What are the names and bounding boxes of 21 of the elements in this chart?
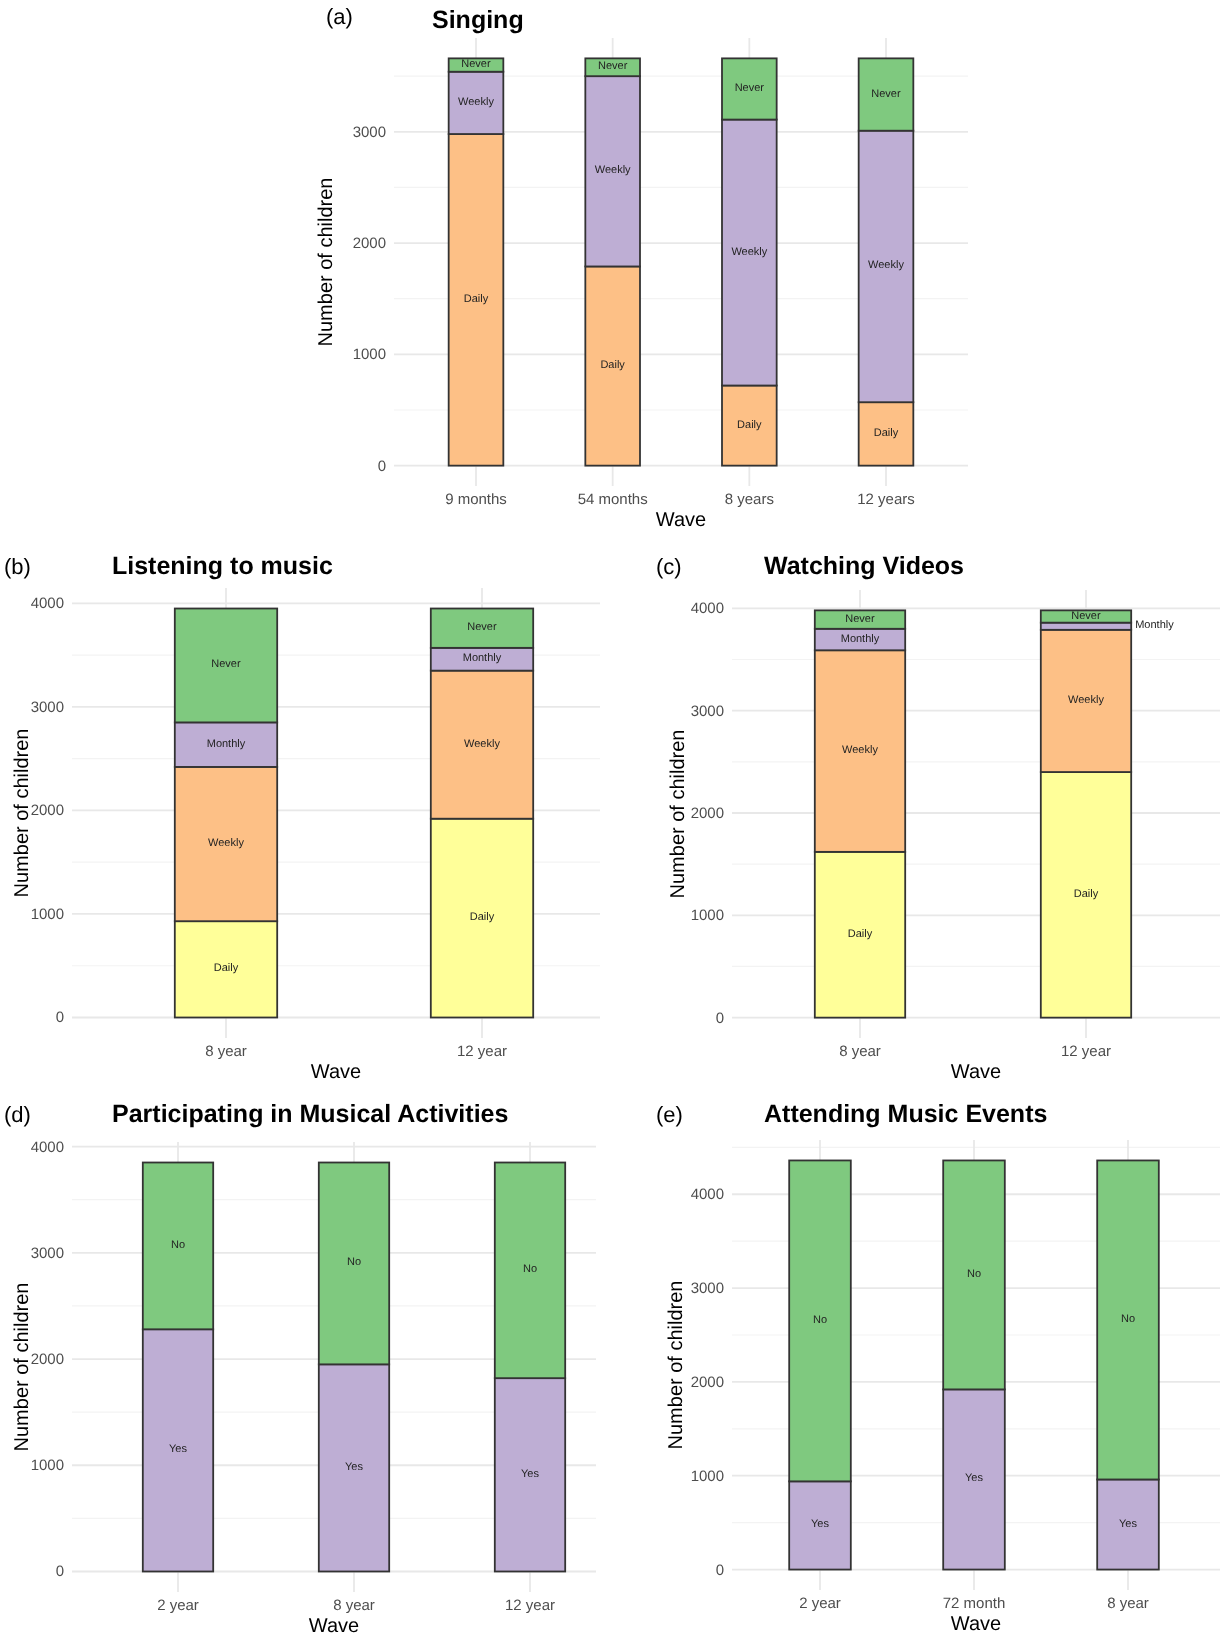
y-axis-title: Number of children: [316, 177, 338, 347]
x-axis-title: Wave: [950, 1614, 1003, 1636]
x-axis-title: Wave: [950, 1062, 1003, 1084]
chart-title: Singing: [432, 6, 524, 34]
chart-title: Participating in Musical Activities: [112, 1100, 509, 1128]
text: (b): [4, 556, 31, 580]
text: (a): [326, 6, 353, 30]
y-axis-title: Number of children: [666, 1280, 688, 1450]
text: (e): [656, 1104, 683, 1128]
y-axis-title: Number of children: [668, 729, 690, 899]
chart-title: Attending Music Events: [764, 1100, 1048, 1128]
x-axis-title: Wave: [655, 510, 708, 532]
bar: [1039, 609, 1133, 624]
chart-title: Listening to music: [112, 552, 333, 580]
text: (c): [656, 556, 682, 580]
chart-title: Watching Videos: [764, 552, 965, 580]
text: (d): [4, 1104, 31, 1128]
y-axis-title: Number of children: [12, 1282, 34, 1452]
x-axis-title: Wave: [308, 1616, 361, 1638]
x-axis-title: Wave: [310, 1062, 363, 1084]
y-axis-title: Number of children: [12, 728, 34, 898]
